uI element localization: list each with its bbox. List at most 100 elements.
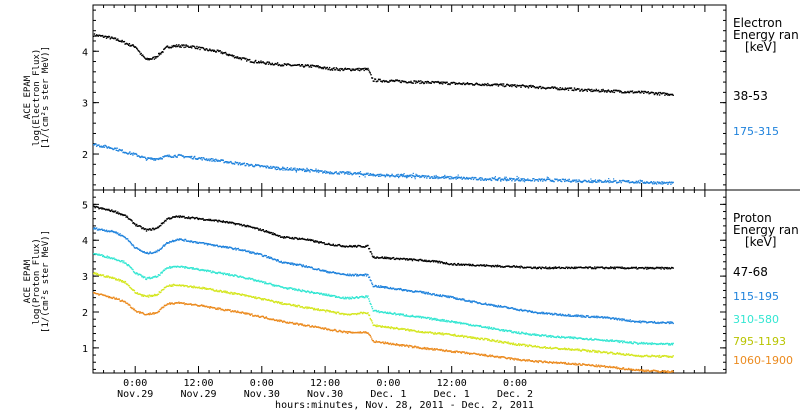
data-point: [377, 286, 379, 288]
data-point: [245, 278, 247, 280]
data-point: [480, 325, 482, 327]
data-point: [291, 263, 293, 265]
data-point: [623, 340, 625, 342]
data-point: [356, 172, 359, 174]
data-point: [620, 318, 622, 320]
data-point: [344, 296, 347, 298]
data-point: [347, 274, 350, 277]
data-point: [203, 269, 205, 271]
data-point: [381, 256, 383, 258]
data-point: [472, 324, 475, 326]
data-point: [307, 170, 309, 172]
data-point: [588, 339, 590, 341]
data-point: [506, 306, 508, 308]
data-point: [592, 90, 594, 92]
data-point: [152, 227, 154, 229]
data-point: [301, 237, 304, 240]
series-47-68: [93, 205, 674, 270]
data-point: [296, 237, 298, 240]
data-point: [157, 293, 160, 295]
data-point: [252, 278, 254, 280]
data-point: [409, 81, 411, 84]
data-point: [426, 260, 429, 262]
data-point: [547, 312, 549, 314]
data-point: [295, 170, 298, 172]
data-point: [238, 276, 240, 278]
data-point: [472, 324, 474, 327]
data-point: [321, 309, 323, 312]
data-point: [625, 267, 627, 269]
data-point: [340, 245, 343, 248]
data-point: [314, 65, 316, 67]
data-point: [208, 243, 210, 246]
data-point: [285, 287, 288, 290]
data-point: [428, 259, 430, 262]
data-point: [496, 306, 499, 308]
data-point: [631, 181, 633, 183]
data-point: [543, 346, 545, 348]
data-point: [261, 280, 263, 283]
data-point: [360, 296, 362, 298]
data-point: [599, 90, 601, 93]
data-point: [146, 251, 148, 254]
data-point: [154, 275, 157, 277]
data-point: [336, 245, 338, 247]
data-point: [307, 64, 310, 67]
data-point: [118, 40, 120, 42]
data-point: [126, 264, 128, 266]
data-point: [541, 311, 543, 313]
data-point: [386, 81, 389, 83]
data-point: [324, 243, 326, 246]
data-point: [261, 253, 263, 256]
data-point: [506, 265, 509, 267]
data-point: [313, 307, 316, 310]
data-point: [576, 179, 578, 181]
data-point: [160, 224, 162, 227]
data-point: [634, 267, 637, 269]
data-point: [444, 295, 447, 297]
data-point: [385, 174, 387, 177]
data-point: [380, 80, 382, 82]
data-point: [290, 304, 292, 307]
data-point: [301, 264, 303, 267]
data-point: [582, 180, 585, 182]
data-point: [636, 91, 638, 94]
data-point: [340, 297, 343, 299]
data-point: [475, 324, 478, 327]
data-point: [97, 144, 99, 146]
data-point: [356, 246, 358, 248]
data-point: [330, 244, 332, 246]
data-point: [377, 310, 379, 313]
data-point: [511, 85, 513, 88]
data-point: [337, 296, 340, 298]
data-point: [429, 317, 432, 319]
data-point: [310, 168, 312, 171]
data-point: [641, 320, 643, 322]
data-point: [414, 80, 416, 82]
data-point: [93, 271, 96, 274]
data-point: [602, 340, 604, 342]
data-point: [300, 290, 302, 292]
data-point: [276, 62, 279, 64]
data-point: [155, 158, 157, 160]
data-point: [362, 67, 365, 70]
data-point: [126, 283, 129, 285]
data-point: [333, 67, 335, 69]
y-axis-label-1: ACE EPAM: [23, 75, 33, 119]
data-point: [636, 320, 638, 323]
data-point: [540, 335, 542, 337]
series-310-580: [93, 253, 674, 346]
data-point: [395, 174, 398, 176]
data-point: [256, 62, 258, 64]
data-point: [374, 309, 377, 312]
data-point: [425, 317, 427, 319]
data-point: [657, 321, 659, 324]
data-point: [288, 64, 291, 66]
data-point: [661, 343, 664, 346]
data-point: [254, 297, 256, 299]
data-point: [639, 320, 641, 322]
data-point: [207, 159, 209, 161]
data-point: [261, 61, 264, 63]
data-point: [585, 349, 587, 351]
data-point: [496, 266, 498, 268]
